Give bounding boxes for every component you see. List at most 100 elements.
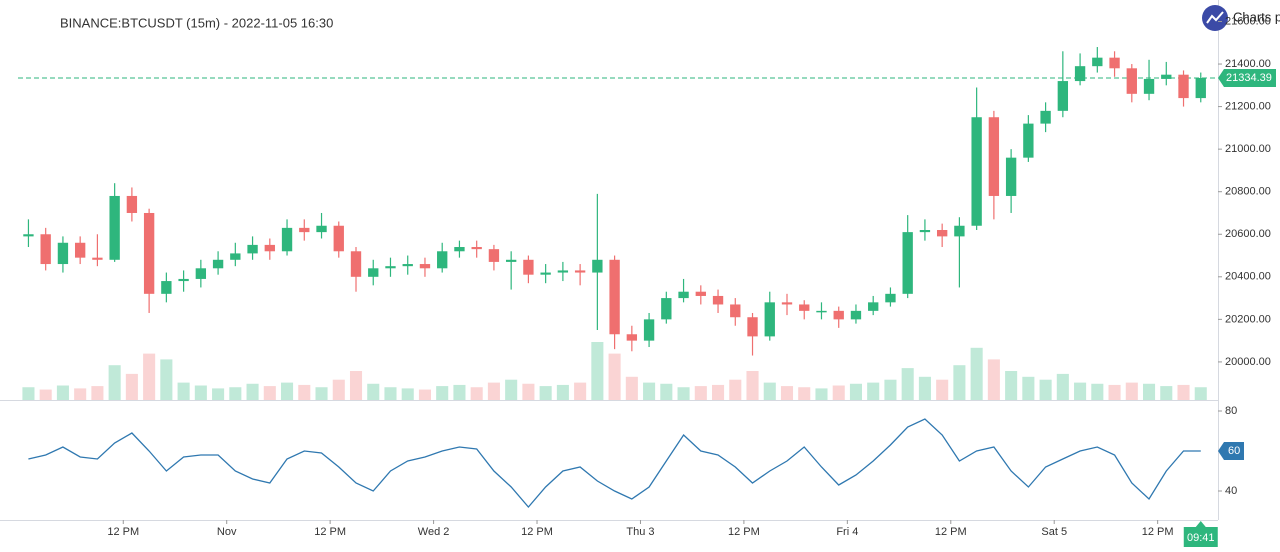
volume-bar (539, 386, 552, 400)
volume-bar (263, 386, 276, 400)
volume-bar (91, 386, 104, 400)
y-tick-label: 20600.00 (1225, 228, 1271, 240)
x-tick-label: Thu 3 (626, 526, 654, 538)
volume-bar (281, 382, 294, 400)
candle-body (764, 302, 775, 337)
candle-body (143, 212, 155, 294)
x-tick-label: 12 PM (1142, 526, 1174, 538)
rsi-badge-label: 60 (1228, 445, 1240, 457)
candle-body (1161, 74, 1172, 79)
volume-bar (384, 387, 397, 400)
logo[interactable]: Charts p (1202, 5, 1280, 31)
volume-bar (574, 382, 587, 400)
volume-bar (1143, 383, 1156, 400)
volume-bar (901, 368, 914, 400)
volume-bar (143, 353, 156, 400)
volume-bar (160, 359, 173, 400)
rsi-tick-label: 40 (1225, 485, 1237, 497)
volume-bar (608, 353, 621, 400)
price-badge-label: 21334.39 (1226, 72, 1272, 84)
rsi-badge (1218, 442, 1244, 460)
volume-bar (660, 383, 673, 400)
candle-body (419, 264, 431, 269)
candle-body (350, 251, 362, 277)
countdown-badge (1183, 521, 1218, 547)
volume-bar (936, 379, 949, 400)
candle-body (1005, 157, 1017, 196)
candle-body (799, 304, 810, 311)
candle-body (712, 295, 724, 305)
volume-bar (349, 371, 363, 400)
volume-bar (1108, 384, 1121, 400)
volume-bar (522, 383, 535, 400)
volume-bar (246, 383, 259, 400)
volume-bar (970, 347, 983, 400)
candle-body (902, 232, 913, 294)
candle-body (23, 234, 34, 237)
candle-body (109, 195, 120, 260)
volume-bar (332, 379, 345, 400)
volume-bar (194, 385, 207, 400)
candle-body (661, 298, 672, 320)
candle-body (626, 334, 638, 341)
volume-bar (1160, 386, 1173, 400)
y-tick-label: 21000.00 (1225, 143, 1271, 155)
candle-body (1023, 123, 1034, 158)
candle-body (868, 302, 879, 311)
x-tick-label: 12 PM (521, 526, 553, 538)
volume-bar (1125, 382, 1138, 400)
candle-body (402, 264, 413, 267)
volume-bar (729, 379, 742, 400)
candle-body (885, 293, 896, 303)
y-tick-label: 21400.00 (1225, 58, 1271, 70)
volume-bar (108, 365, 121, 400)
candle-body (988, 117, 1000, 196)
rsi-line (28, 418, 1201, 508)
volume-bar (746, 371, 759, 400)
volume-bar (470, 387, 483, 400)
candle-body (316, 225, 327, 233)
logo-text: Charts p (1233, 9, 1280, 24)
volume-bar (591, 342, 604, 400)
candle-body (161, 281, 172, 294)
candle-body (454, 247, 465, 252)
volume-bar (401, 388, 414, 400)
volume-bar (780, 386, 794, 400)
x-tick-label: Nov (217, 526, 237, 538)
volume-bar (832, 385, 845, 400)
candle-body (437, 251, 448, 269)
volume-bar (1091, 383, 1104, 400)
volume-bar (229, 387, 242, 400)
candle-body (919, 230, 931, 233)
volume-bar (1005, 371, 1018, 400)
candle-body (730, 304, 741, 318)
candle-body (178, 278, 189, 282)
volume-bar (367, 383, 380, 400)
chart-title: BINANCE:BTCUSDT (15m) - 2022-11-05 16:30 (60, 15, 333, 30)
x-tick-label: 12 PM (935, 526, 967, 538)
candle-body (936, 230, 948, 237)
volume-bar (56, 385, 69, 400)
volume-bar (712, 384, 725, 400)
rsi-tick-label: 80 (1225, 405, 1237, 417)
volume-bar (694, 386, 707, 400)
candle-body (1178, 74, 1189, 99)
candle-body (609, 259, 620, 335)
candle-body (368, 268, 379, 277)
y-tick-label: 20200.00 (1225, 313, 1271, 325)
volume-bar (315, 387, 328, 400)
x-tick-label: Sat 5 (1041, 526, 1067, 538)
candle-body (1040, 110, 1051, 124)
x-tick-label: 12 PM (314, 526, 346, 538)
candle-body (1092, 57, 1103, 67)
candle-body (540, 272, 551, 275)
volume-bar (867, 382, 880, 400)
candle-body (1143, 78, 1155, 94)
volume-bar (487, 382, 500, 400)
volume-bar (1056, 373, 1069, 400)
volume-bar (1022, 376, 1035, 400)
countdown-label: 09:41 (1187, 532, 1215, 544)
volume-bar (987, 359, 1000, 400)
